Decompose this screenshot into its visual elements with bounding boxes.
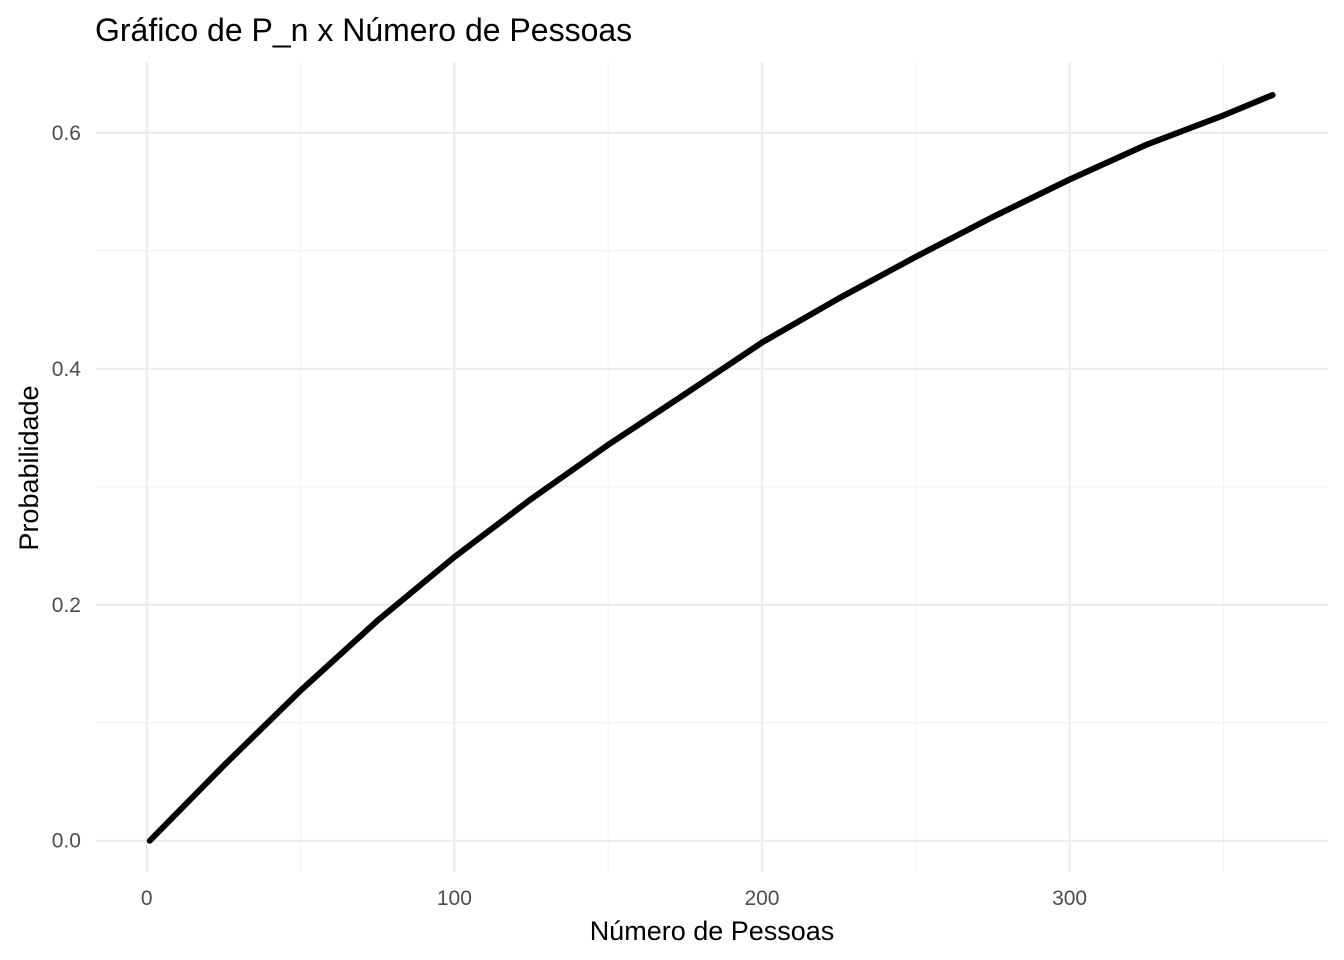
y-tick-label: 0.0 xyxy=(52,830,81,853)
series-layer xyxy=(146,92,1276,844)
major-gridlines xyxy=(96,62,1328,872)
x-tick-label: 300 xyxy=(1052,887,1087,910)
y-tick-label: 0.4 xyxy=(52,358,82,381)
series-line xyxy=(146,92,1276,844)
minor-gridlines xyxy=(96,62,1328,872)
x-axis-title: Número de Pessoas xyxy=(590,916,835,946)
y-tick-label: 0.6 xyxy=(52,122,81,145)
x-axis-tick-labels: 0 100 200 300 xyxy=(141,887,1087,910)
chart-title: Gráfico de P_n x Número de Pessoas xyxy=(95,12,632,48)
x-tick-label: 100 xyxy=(437,887,472,910)
y-axis-title: Probabilidade xyxy=(14,385,44,550)
x-tick-label: 0 xyxy=(141,887,153,910)
x-tick-label: 200 xyxy=(744,887,779,910)
y-tick-label: 0.2 xyxy=(52,594,81,617)
y-axis-tick-labels: 0.0 0.2 0.4 0.6 xyxy=(52,122,82,853)
